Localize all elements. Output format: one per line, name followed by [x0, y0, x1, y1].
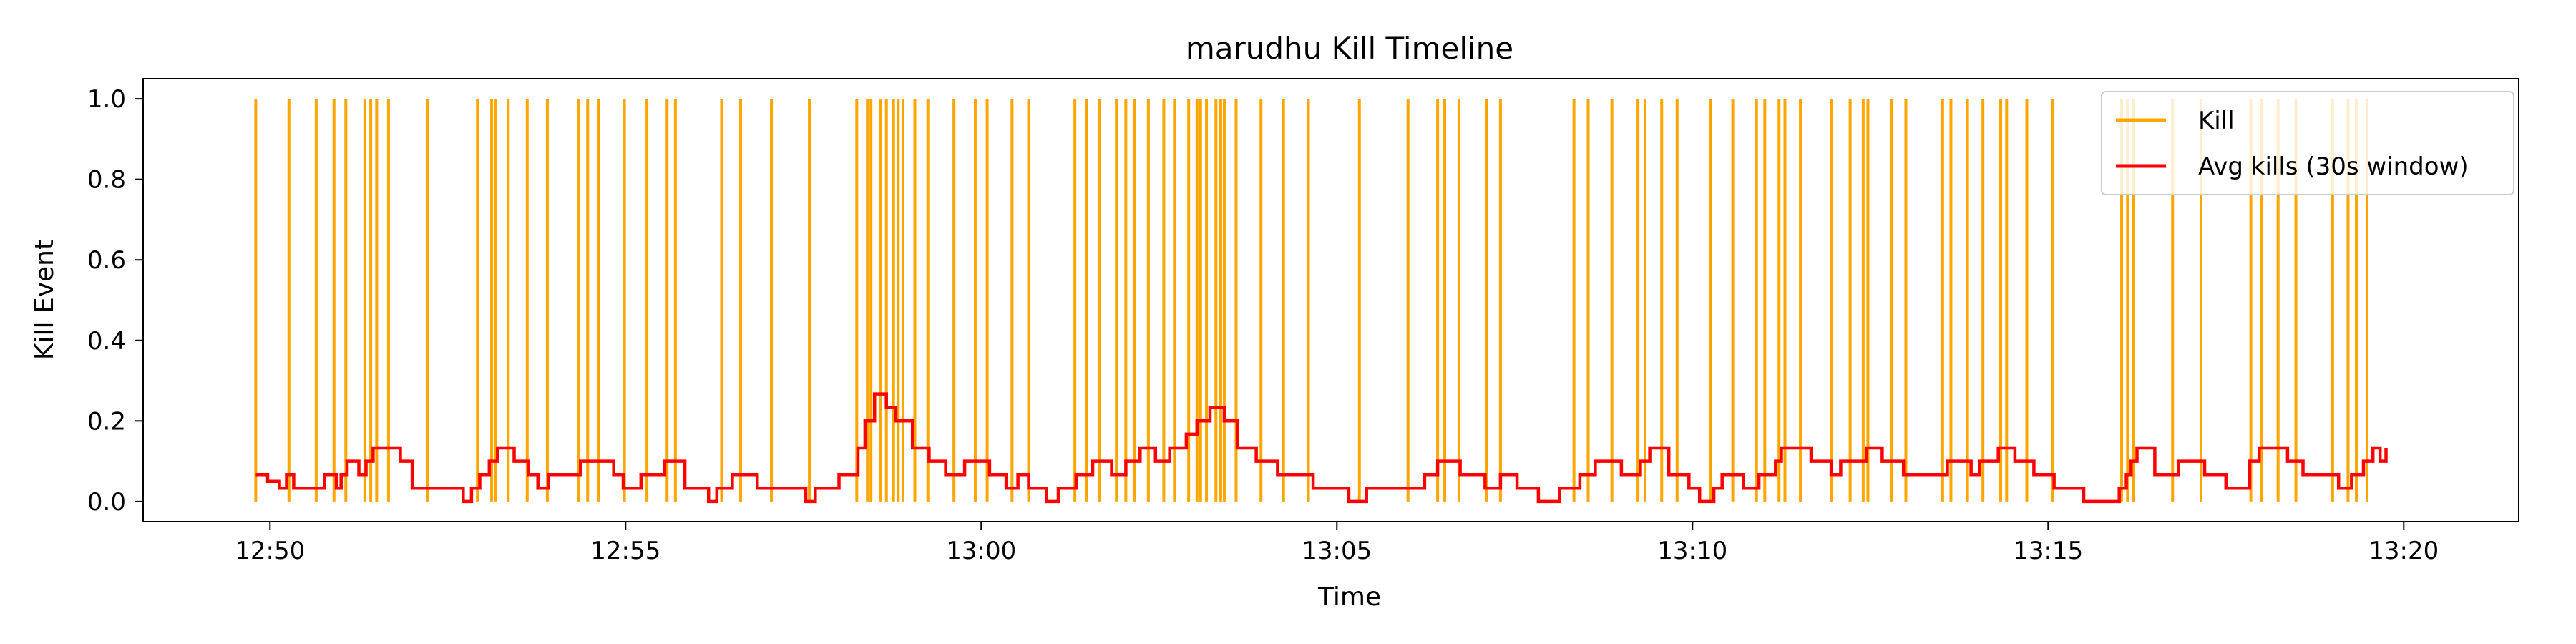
- plot-layer: [254, 99, 2388, 504]
- avg-kills-line: [255, 392, 2388, 504]
- x-tick-label: 13:00: [946, 537, 1016, 565]
- x-tick-label: 13:20: [2368, 537, 2439, 565]
- x-tick-label: 13:15: [2013, 537, 2083, 565]
- legend-kill-label: Kill: [2198, 107, 2235, 135]
- legend-frame: [2101, 91, 2514, 195]
- y-tick-label: 0.4: [87, 327, 126, 356]
- y-tick-label: 0.0: [87, 488, 126, 517]
- y-tick-label: 0.8: [87, 166, 126, 195]
- x-tick-label: 12:55: [590, 537, 660, 565]
- y-axis-label: Kill Event: [30, 240, 59, 360]
- x-tick-label: 12:50: [235, 537, 305, 565]
- x-axis-label: Time: [1317, 582, 1381, 612]
- axis-layer: 12:50 12:55 13:00 13:05 13:10 13:15 13:20 0.0 0.…: [87, 85, 2439, 565]
- plot-frame: [142, 78, 2519, 522]
- x-tick-label: 13:10: [1657, 537, 1727, 565]
- legend: Kill Avg kills (30s window): [2101, 91, 2514, 195]
- chart-title: marudhu Kill Timeline: [1186, 31, 1513, 66]
- y-tick-label: 0.6: [87, 246, 126, 275]
- legend-avg-label: Avg kills (30s window): [2198, 152, 2469, 181]
- x-tick-label: 13:05: [1302, 537, 1372, 565]
- y-tick-label: 1.0: [87, 85, 126, 114]
- y-tick-label: 0.2: [87, 407, 126, 436]
